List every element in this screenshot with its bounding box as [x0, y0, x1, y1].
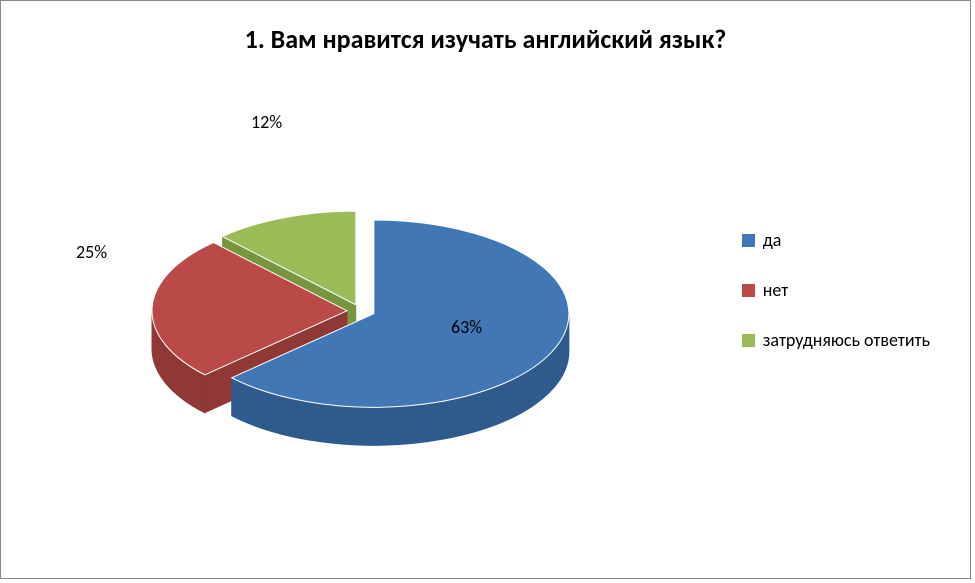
- pie-chart: 63% 25% 12%: [41, 101, 641, 541]
- legend-label-0: да: [763, 229, 782, 251]
- legend-label-1: нет: [763, 279, 788, 301]
- legend-label-2: затрудняюсь ответить: [763, 329, 930, 351]
- slice-label-2: 12%: [251, 111, 282, 133]
- legend-item-1: нет: [742, 279, 930, 301]
- legend-swatch-1: [742, 284, 755, 297]
- legend-item-0: да: [742, 229, 930, 251]
- chart-title: 1. Вам нравится изучать английский язык?: [1, 23, 970, 55]
- chart-frame: 1. Вам нравится изучать английский язык?…: [0, 0, 971, 579]
- legend: да нет затрудняюсь ответить: [742, 201, 930, 379]
- slice-label-1: 25%: [76, 241, 107, 263]
- legend-swatch-0: [742, 234, 755, 247]
- slice-label-0: 63%: [451, 316, 482, 338]
- legend-item-2: затрудняюсь ответить: [742, 329, 930, 351]
- legend-swatch-2: [742, 334, 755, 347]
